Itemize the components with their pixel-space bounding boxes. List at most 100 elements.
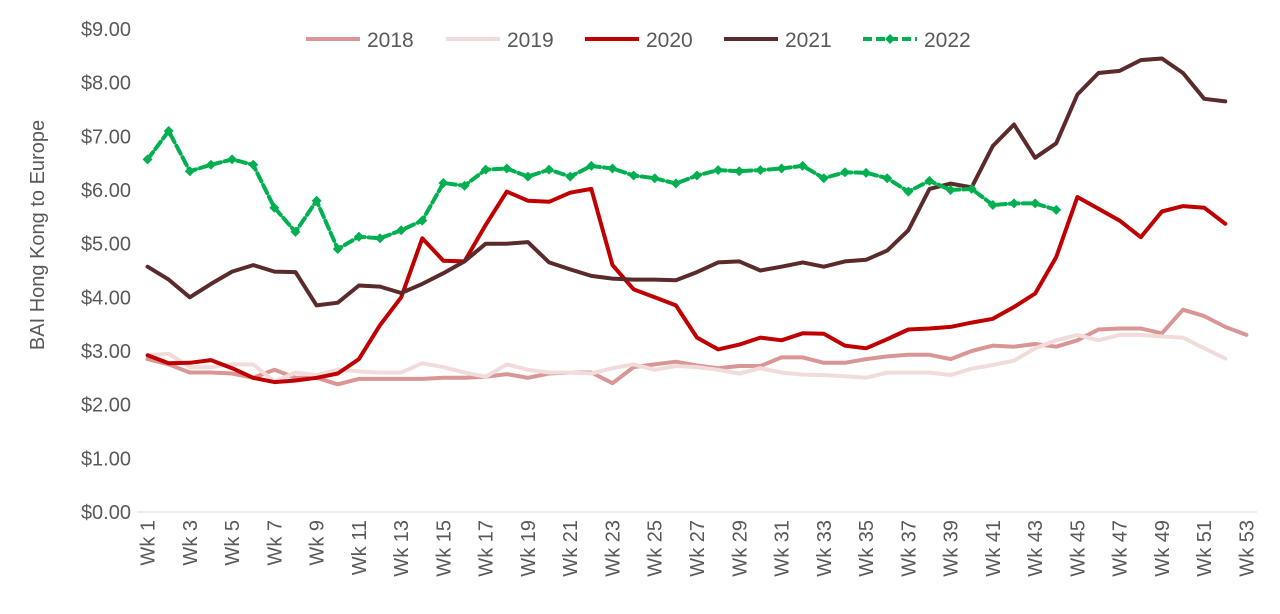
x-tick-label: Wk 45 <box>1067 520 1089 577</box>
x-tick-label: Wk 29 <box>729 520 751 577</box>
data-point <box>882 173 893 184</box>
data-point <box>501 163 512 174</box>
data-point <box>861 167 872 178</box>
data-point <box>459 180 470 191</box>
data-point <box>311 195 322 206</box>
data-point <box>290 226 301 237</box>
x-axis-ticks: Wk 1 Wk 3 Wk 5 Wk 7 Wk 9 Wk 11 Wk 13 Wk 15 Wk 17… <box>138 520 1259 577</box>
data-point <box>522 171 533 182</box>
data-point <box>565 171 576 182</box>
data-point <box>438 178 449 189</box>
x-tick-label: Wk 39 <box>941 520 963 577</box>
data-point <box>417 215 428 226</box>
data-point <box>142 154 153 165</box>
data-point <box>205 159 216 170</box>
x-tick-label: Wk 13 <box>391 520 413 577</box>
x-tick-label: Wk 1 <box>138 520 160 566</box>
series-2022 <box>142 125 1062 255</box>
legend-label: 2019 <box>507 29 554 52</box>
y-tick-label: $9.00 <box>81 19 131 41</box>
data-point <box>1030 198 1041 209</box>
legend-item-2019: 2019 <box>446 29 554 52</box>
x-tick-label: Wk 7 <box>264 520 286 566</box>
legend-marker <box>885 34 895 44</box>
y-tick-label: $0.00 <box>81 502 131 524</box>
y-tick-label: $3.00 <box>81 341 131 363</box>
data-point <box>924 175 935 186</box>
x-tick-label: Wk 33 <box>814 520 836 577</box>
y-tick-label: $6.00 <box>81 180 131 202</box>
x-tick-label: Wk 5 <box>222 520 244 566</box>
x-tick-label: Wk 23 <box>602 520 624 577</box>
data-point <box>396 225 407 236</box>
legend-item-2018: 2018 <box>306 29 414 52</box>
legend-label: 2022 <box>924 29 971 52</box>
legend-label: 2021 <box>785 29 832 52</box>
data-point <box>248 159 259 170</box>
series-2020 <box>145 186 1228 385</box>
data-point <box>903 186 914 197</box>
series-line-2021 <box>145 56 1228 308</box>
x-tick-label: Wk 11 <box>349 520 371 575</box>
data-point <box>734 166 745 177</box>
x-tick-label: Wk 35 <box>856 520 878 577</box>
data-point <box>269 202 280 213</box>
series-line-2022 <box>145 129 1059 251</box>
data-point <box>1008 198 1019 209</box>
x-tick-label: Wk 49 <box>1152 520 1174 577</box>
x-tick-label: Wk 17 <box>476 520 498 577</box>
x-tick-label: Wk 3 <box>180 520 202 566</box>
x-tick-label: Wk 47 <box>1110 520 1132 577</box>
data-point <box>607 163 618 174</box>
data-point <box>797 160 808 171</box>
y-tick-label: $8.00 <box>81 73 131 95</box>
x-tick-label: Wk 37 <box>898 520 920 577</box>
x-tick-label: Wk 19 <box>518 520 540 577</box>
y-axis-title: BAI Hong Kong to Europe <box>27 120 49 350</box>
data-point <box>692 170 702 181</box>
data-point <box>966 183 977 194</box>
data-point <box>586 160 597 171</box>
x-tick-label: Wk 27 <box>687 520 709 577</box>
data-point <box>184 166 195 177</box>
series-2021 <box>145 56 1228 308</box>
data-point <box>544 164 555 175</box>
data-point <box>332 244 343 255</box>
legend-item-2021: 2021 <box>724 29 832 52</box>
y-tick-label: $4.00 <box>81 287 131 309</box>
data-point <box>987 200 998 211</box>
y-tick-label: $1.00 <box>81 448 131 470</box>
data-point <box>713 165 724 176</box>
data-point <box>375 233 386 244</box>
data-point <box>628 170 639 181</box>
legend-item-2022: 2022 <box>863 29 971 52</box>
data-point <box>163 125 174 136</box>
data-point <box>945 185 956 195</box>
x-tick-label: Wk 21 <box>560 520 582 577</box>
y-tick-label: $2.00 <box>81 395 131 417</box>
x-tick-label: Wk 9 <box>307 520 329 566</box>
data-point <box>649 173 660 184</box>
legend-label: 2020 <box>646 29 693 52</box>
y-tick-label: $7.00 <box>81 126 131 148</box>
data-point <box>755 165 766 176</box>
y-axis-title-group: BAI Hong Kong to Europe <box>27 120 49 350</box>
y-axis-ticks: $0.00 $1.00 $2.00 $3.00 $4.00 $5.00 $6.00 $7.00… <box>81 19 131 524</box>
data-point <box>227 154 238 165</box>
x-tick-label: Wk 41 <box>983 520 1005 577</box>
data-point <box>670 178 681 189</box>
x-tick-label: Wk 31 <box>772 520 794 577</box>
data-point <box>1051 204 1062 215</box>
x-tick-label: Wk 53 <box>1236 520 1258 577</box>
data-point <box>776 163 787 174</box>
data-point <box>839 167 850 178</box>
x-tick-label: Wk 15 <box>433 520 455 577</box>
series-layer <box>142 56 1249 387</box>
legend: 2018 2019 2020 2021 2022 <box>306 29 971 52</box>
data-point <box>353 231 364 242</box>
series-line-2020 <box>145 186 1228 385</box>
legend-item-2020: 2020 <box>585 29 693 52</box>
data-point <box>818 173 829 184</box>
